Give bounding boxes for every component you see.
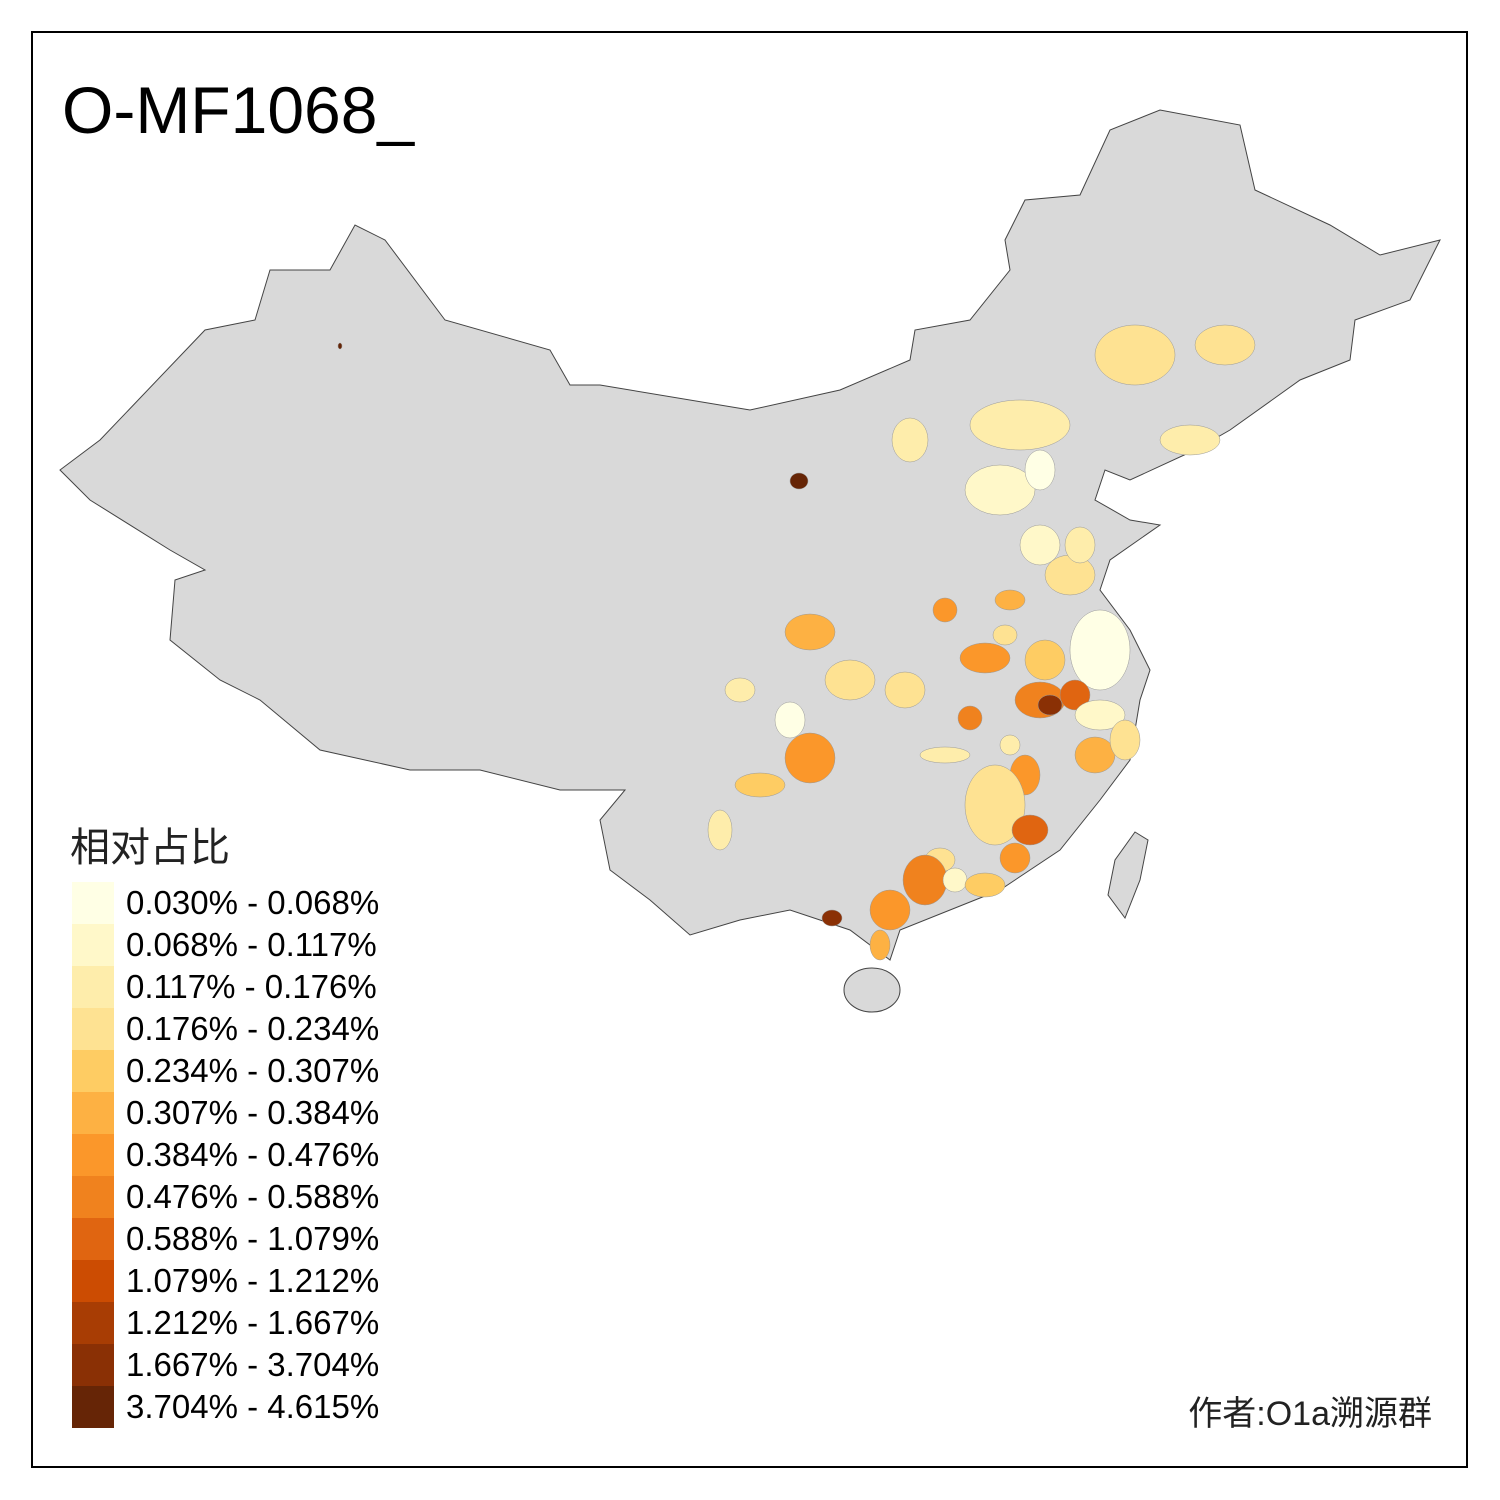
region-shape (869, 889, 911, 931)
legend-swatch (72, 882, 114, 924)
legend-label: 0.588% - 1.079% (126, 1220, 380, 1257)
region-shape (1024, 639, 1066, 681)
region-shape (957, 705, 983, 731)
region-shape (891, 417, 929, 463)
legend-item: 0.307% - 0.384% (72, 1092, 379, 1134)
region-shape (869, 929, 891, 961)
region-shape (1064, 526, 1096, 564)
legend-label: 0.176% - 0.234% (126, 1010, 380, 1047)
legend-swatch (72, 966, 114, 1008)
legend-label: 1.079% - 1.212% (126, 1262, 380, 1299)
map-frame (31, 31, 1468, 1468)
region-shape (1037, 694, 1063, 716)
region-shape (734, 772, 786, 798)
region-shape (969, 399, 1071, 451)
legend-swatch (72, 1302, 114, 1344)
legend-label: 0.476% - 0.588% (126, 1178, 380, 1215)
region-shape (964, 764, 1026, 846)
region-shape (992, 624, 1018, 646)
legend-swatch (72, 1386, 114, 1428)
legend-swatch (72, 1176, 114, 1218)
legend-label: 1.667% - 3.704% (126, 1346, 380, 1383)
region-shape (1059, 679, 1091, 711)
region-shape (784, 613, 836, 651)
region-shape (724, 677, 756, 703)
legend-label: 3.704% - 4.615% (126, 1388, 380, 1425)
legend-item: 0.030% - 0.068% (72, 882, 379, 924)
region-shape (707, 809, 733, 851)
region-shape (959, 642, 1011, 674)
region-shape (884, 671, 926, 709)
legend-label: 0.030% - 0.068% (126, 884, 380, 921)
legend-swatch (72, 1050, 114, 1092)
region-shape (1044, 554, 1096, 596)
china-mainland (59, 109, 1441, 961)
legend-swatch (72, 1092, 114, 1134)
region-shape (1194, 324, 1256, 366)
region-shape (942, 867, 968, 893)
legend-item: 1.079% - 1.212% (72, 1260, 379, 1302)
legend-title: 相对占比 (70, 826, 230, 870)
legend-label: 0.307% - 0.384% (126, 1094, 380, 1131)
region-shape (1094, 324, 1176, 386)
region-shape (994, 589, 1026, 611)
legend-label: 0.234% - 0.307% (126, 1052, 380, 1089)
colored-regions (337, 324, 1256, 961)
region-shape (1109, 719, 1141, 761)
region-shape (964, 464, 1036, 516)
legend-item: 0.384% - 0.476% (72, 1134, 379, 1176)
region-shape (821, 909, 843, 927)
legend-swatch (72, 1008, 114, 1050)
map-title: O-MF1068_ (62, 73, 415, 147)
region-shape (1159, 424, 1221, 456)
region-shape (1019, 524, 1061, 566)
region-shape (964, 872, 1006, 898)
region-shape (999, 842, 1031, 874)
region-shape (1069, 609, 1131, 691)
region-shape (784, 732, 836, 784)
region-shape (789, 472, 809, 490)
region-shape (932, 597, 958, 623)
region-shape (1074, 736, 1116, 774)
legend-item: 1.667% - 3.704% (72, 1344, 379, 1386)
legend-label: 0.117% - 0.176% (126, 968, 377, 1005)
region-shape (999, 734, 1021, 756)
legend-item: 0.588% - 1.079% (72, 1218, 379, 1260)
region-shape (919, 746, 971, 764)
region-shape (774, 701, 806, 739)
legend-swatch (72, 1134, 114, 1176)
legend-swatch (72, 1218, 114, 1260)
legend-item: 1.212% - 1.667% (72, 1302, 379, 1344)
legend-label: 0.068% - 0.117% (126, 926, 377, 963)
region-shape (902, 854, 948, 906)
region-shape (1074, 699, 1126, 731)
region-shape (824, 659, 876, 701)
taiwan-island (1107, 831, 1149, 920)
legend-item: 3.704% - 4.615% (72, 1386, 379, 1428)
legend-label: 1.212% - 1.667% (126, 1304, 380, 1341)
region-shape (337, 342, 343, 350)
region-shape (1024, 449, 1056, 491)
author-credit: 作者:O1a溯源群 (1188, 1395, 1432, 1433)
legend-item: 0.476% - 0.588% (72, 1176, 379, 1218)
legend-item: 0.117% - 0.176% (72, 966, 379, 1008)
legend-swatch (72, 924, 114, 966)
legend-label: 0.384% - 0.476% (126, 1136, 380, 1173)
legend-item: 0.234% - 0.307% (72, 1050, 379, 1092)
hainan-island (843, 967, 901, 1013)
legend-item: 0.176% - 0.234% (72, 1008, 379, 1050)
legend: 0.030% - 0.068% 0.068% - 0.117% 0.117% - 0… (72, 882, 379, 1428)
legend-swatch (72, 1344, 114, 1386)
region-shape (1011, 814, 1049, 846)
legend-item: 0.068% - 0.117% (72, 924, 379, 966)
legend-swatch (72, 1260, 114, 1302)
